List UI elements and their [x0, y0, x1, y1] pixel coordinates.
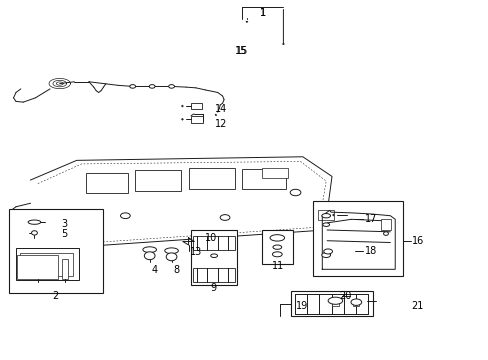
- Text: 19: 19: [295, 301, 307, 311]
- Text: 11: 11: [272, 261, 284, 271]
- Ellipse shape: [28, 220, 41, 224]
- Ellipse shape: [321, 252, 330, 257]
- Text: 5: 5: [61, 229, 67, 239]
- Bar: [188, 168, 234, 189]
- Bar: [62, 258, 68, 279]
- Ellipse shape: [168, 85, 174, 88]
- Text: 1: 1: [260, 8, 265, 18]
- Ellipse shape: [149, 85, 155, 88]
- Text: 14: 14: [214, 104, 226, 114]
- Ellipse shape: [164, 248, 178, 253]
- Bar: [318, 210, 333, 220]
- Ellipse shape: [220, 215, 229, 220]
- Text: 12: 12: [214, 119, 227, 129]
- Text: 9: 9: [210, 283, 216, 293]
- Bar: [9, 208, 103, 293]
- Text: 8: 8: [173, 265, 179, 275]
- Text: 15: 15: [236, 46, 248, 56]
- Text: 3: 3: [61, 219, 67, 229]
- Bar: [193, 267, 234, 282]
- Ellipse shape: [321, 213, 330, 218]
- Bar: [261, 230, 292, 264]
- Bar: [312, 202, 402, 276]
- Bar: [193, 236, 234, 249]
- Text: 2: 2: [53, 291, 59, 301]
- Ellipse shape: [142, 247, 156, 252]
- Ellipse shape: [272, 252, 282, 257]
- Bar: [380, 219, 390, 230]
- Text: 4: 4: [151, 265, 157, 275]
- Ellipse shape: [350, 299, 361, 305]
- Text: 1: 1: [260, 8, 265, 18]
- Bar: [16, 248, 79, 280]
- Text: 18: 18: [365, 247, 377, 256]
- Ellipse shape: [269, 235, 284, 241]
- Ellipse shape: [144, 252, 155, 260]
- Ellipse shape: [272, 245, 281, 249]
- Bar: [191, 103, 201, 109]
- Text: 10: 10: [205, 233, 217, 243]
- Bar: [191, 116, 202, 123]
- Text: 15: 15: [234, 46, 246, 56]
- Ellipse shape: [166, 253, 177, 261]
- Bar: [353, 303, 359, 306]
- Ellipse shape: [383, 232, 387, 235]
- Ellipse shape: [129, 85, 135, 88]
- Text: 13: 13: [190, 247, 202, 257]
- Ellipse shape: [322, 223, 329, 226]
- Bar: [331, 302, 338, 306]
- Bar: [242, 169, 285, 189]
- Ellipse shape: [289, 189, 300, 196]
- Ellipse shape: [31, 231, 37, 235]
- Ellipse shape: [323, 249, 332, 254]
- Ellipse shape: [210, 254, 217, 257]
- Text: 16: 16: [411, 237, 424, 247]
- Bar: [135, 170, 181, 191]
- Ellipse shape: [327, 297, 342, 304]
- Text: 21: 21: [410, 301, 423, 311]
- Bar: [290, 291, 372, 316]
- Bar: [20, 253, 73, 276]
- Bar: [191, 230, 237, 285]
- Ellipse shape: [120, 213, 130, 219]
- Text: 17: 17: [365, 214, 377, 224]
- Bar: [17, 255, 58, 279]
- Bar: [86, 173, 127, 193]
- Bar: [261, 168, 287, 178]
- Text: 20: 20: [339, 291, 351, 301]
